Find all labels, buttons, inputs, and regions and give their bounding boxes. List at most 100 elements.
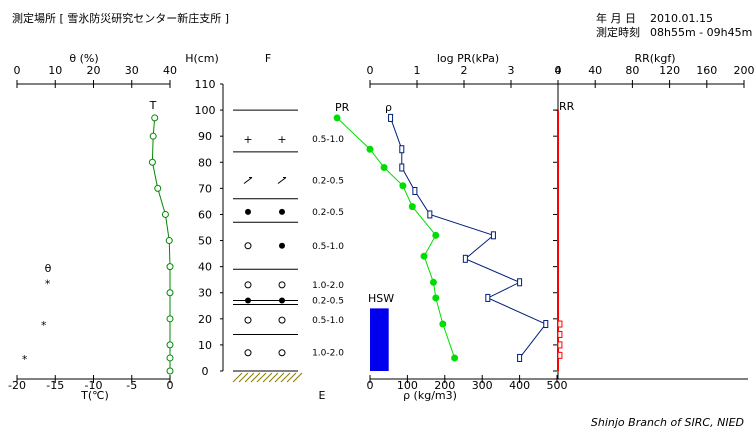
rr-marker <box>557 320 563 328</box>
theta-tick-label: 20 <box>87 64 101 77</box>
rr-tick-label: 40 <box>588 64 602 77</box>
log-pr-tick-label: 0 <box>367 64 374 77</box>
grain-symbol-melt <box>244 281 252 289</box>
theta-axis-label: θ (%) <box>69 52 98 65</box>
grain-size-label: 0.5-1.0 <box>312 316 344 326</box>
grain-size-label: 1.0-2.0 <box>312 349 344 359</box>
density-point <box>399 145 405 154</box>
density-point <box>462 254 468 263</box>
grain-symbol-filled <box>279 208 285 215</box>
density-point <box>427 210 433 219</box>
height-tick-label: 10 <box>198 339 212 352</box>
temperature-point <box>149 132 157 140</box>
rr-tick-label: 0 <box>555 64 562 77</box>
grain-symbol-melt <box>244 316 252 324</box>
density-point <box>412 186 418 195</box>
grain-size-label: 0.2-0.5 <box>312 297 344 307</box>
grain-symbol-filled <box>245 208 251 215</box>
grain-symbol-filled <box>279 297 285 304</box>
log-pr-tick-label: 1 <box>414 64 421 77</box>
temperature-line <box>151 117 171 371</box>
grain-size-label: 1.0-2.0 <box>312 281 344 291</box>
pr-point <box>432 294 440 302</box>
temperature-point <box>151 114 159 122</box>
rr-marker <box>557 341 563 349</box>
grain-size-label: 0.2-0.5 <box>312 177 344 187</box>
grain-symbol-rounded: + <box>277 133 286 146</box>
snow-base-label: E <box>319 389 326 402</box>
height-tick-label: 80 <box>198 156 212 169</box>
temperature-point <box>166 315 174 323</box>
theta-point: * <box>45 277 51 290</box>
temperature-tick-label: -15 <box>46 379 64 392</box>
pr-point <box>429 278 437 286</box>
density-tick-label: 300 <box>472 379 493 392</box>
density-tick-label: 500 <box>547 379 568 392</box>
pr-point <box>432 231 440 239</box>
hsw-bar <box>370 308 389 371</box>
log-pr-tick-label: 2 <box>461 64 468 77</box>
density-series-label: ρ <box>385 101 392 114</box>
time-label: 測定時刻 <box>596 25 640 39</box>
pr-point <box>408 203 416 211</box>
temperature-axis-label: T(℃) <box>80 389 109 402</box>
temperature-series-label: T <box>149 99 157 112</box>
temperature-point <box>154 184 162 192</box>
grain-symbol-filled <box>245 297 251 304</box>
ground-hatch-stroke <box>256 372 267 383</box>
grain-size-label: 0.5-1.0 <box>312 242 344 252</box>
theta-tick-label: 30 <box>125 64 139 77</box>
ground-hatch-stroke <box>244 372 255 383</box>
temperature-tick-label: -10 <box>85 379 103 392</box>
density-point <box>517 353 523 362</box>
pr-point <box>439 320 447 328</box>
grain-symbol-faceted <box>277 177 287 184</box>
rr-tick-label: 120 <box>659 64 680 77</box>
pr-point <box>420 252 428 260</box>
height-tick-label: 90 <box>198 130 212 143</box>
theta-point: * <box>41 319 47 332</box>
density-point <box>388 113 394 122</box>
grain-shape-header: F <box>265 52 271 65</box>
height-tick-label: 60 <box>198 208 212 221</box>
grain-symbol-melt <box>278 349 286 357</box>
time-value: 08h55m - 09h45m <box>650 26 752 39</box>
temperature-point <box>166 263 174 271</box>
pr-point <box>366 145 374 153</box>
temperature-point <box>166 367 174 375</box>
density-point <box>399 163 405 172</box>
theta-tick-label: 0 <box>14 64 21 77</box>
theta-point: * <box>22 353 28 366</box>
height-axis-label: H(cm) <box>185 52 219 65</box>
pr-point <box>380 163 388 171</box>
ground-hatch-stroke <box>232 372 243 383</box>
log-pr-axis-label: log PR(kPa) <box>437 52 499 65</box>
density-tick-label: 200 <box>434 379 455 392</box>
temperature-point <box>166 289 174 297</box>
rr-axis-label: RR(kgf) <box>634 52 675 65</box>
ground-hatch-stroke <box>268 372 279 383</box>
density-tick-label: 0 <box>367 379 374 392</box>
temperature-tick-label: 0 <box>167 379 174 392</box>
temperature-point <box>166 341 174 349</box>
grain-symbol-melt <box>278 316 286 324</box>
log-pr-tick-label: 3 <box>508 64 515 77</box>
temperature-point <box>166 354 174 362</box>
pr-point <box>451 354 459 362</box>
rr-tick-label: 80 <box>625 64 639 77</box>
density-point <box>490 231 496 240</box>
theta-tick-label: 10 <box>48 64 62 77</box>
rr-series-label: RR <box>559 100 575 113</box>
density-axis-label: ρ (kg/m3) <box>403 389 457 402</box>
height-tick-label: 30 <box>198 287 212 300</box>
ground-hatch-stroke <box>280 372 291 383</box>
footer-credit: Shinjo Branch of SIRC, NIED <box>591 416 744 429</box>
ground-hatch-stroke <box>238 372 249 383</box>
temperature-tick-label: -5 <box>126 379 137 392</box>
height-tick-label: 70 <box>198 182 212 195</box>
hsw-label: HSW <box>368 292 394 305</box>
ground-hatch-stroke <box>274 372 285 383</box>
ground-hatch-stroke <box>250 372 261 383</box>
rr-marker <box>557 351 563 359</box>
